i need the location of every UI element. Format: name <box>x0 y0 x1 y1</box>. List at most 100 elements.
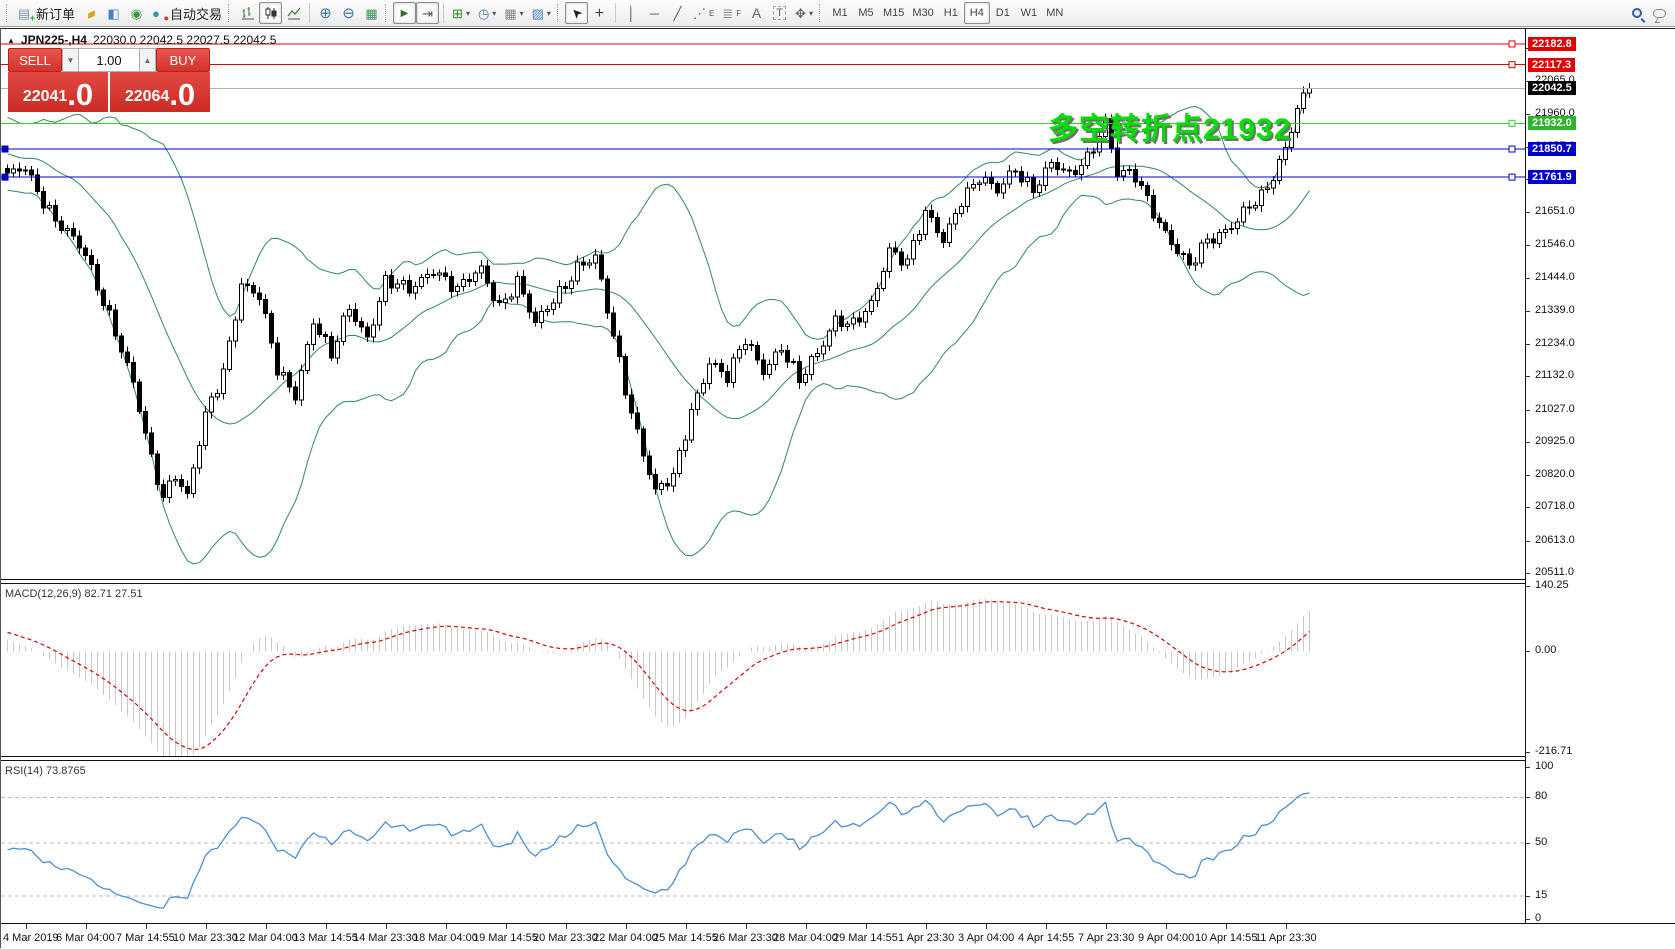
toolbar-grip[interactable] <box>385 4 389 22</box>
panel-splitter[interactable] <box>1 579 1525 584</box>
auto-trading-button[interactable]: ● ● 自动交易 <box>152 5 223 23</box>
auto-trading-icon: ● ● <box>152 5 170 23</box>
sell-button[interactable]: SELL <box>8 48 62 72</box>
price-tick-label: 20613.0 <box>1535 534 1575 546</box>
auto-scroll-button[interactable]: ▶ <box>393 2 417 24</box>
fibonacci-button[interactable]: ≣ F <box>722 5 742 21</box>
volume-increase-button[interactable]: ▲ <box>139 48 156 72</box>
indicators-dropdown[interactable]: ▨ ▾ <box>528 2 555 24</box>
channel-button[interactable]: ⋰ E <box>692 5 715 21</box>
new-chart-dropdown[interactable]: ⊞ ▾ <box>448 2 474 24</box>
macd-axis-tick <box>1526 586 1530 587</box>
level-handle <box>1508 145 1516 153</box>
level-handle <box>1508 119 1516 127</box>
crosshair-icon: + <box>594 4 605 22</box>
price-tag: 22182.8 <box>1528 37 1576 51</box>
time-tick <box>925 924 927 929</box>
timeframe-button-m15[interactable]: M15 <box>883 7 905 19</box>
macd-axis-tick <box>1526 651 1530 652</box>
time-tick <box>1165 924 1167 929</box>
chevron-down-icon: ▾ <box>519 8 524 18</box>
chart-shift-icon: ⇥ <box>422 5 433 21</box>
time-tick <box>265 924 267 929</box>
candlestick-chart-button[interactable] <box>259 2 283 24</box>
price-tick-label: 20511.0 <box>1535 566 1574 578</box>
panel-splitter[interactable] <box>1 756 1525 761</box>
level-handle <box>1 145 9 153</box>
eraser-button[interactable]: ▰ <box>79 2 102 24</box>
signals-button[interactable]: ◉ <box>125 2 148 24</box>
time-tick <box>325 924 327 929</box>
timeframe-button-mn[interactable]: MN <box>1046 7 1064 19</box>
tile-windows-button[interactable]: ▦ <box>360 2 383 24</box>
time-label: 25 Mar 14:55 <box>653 932 718 944</box>
new-order-button[interactable]: ▤ + 新订单 <box>18 5 76 23</box>
timeframe-button-m30[interactable]: M30 <box>912 7 934 19</box>
profiles-dropdown[interactable]: ◷ ▾ <box>474 2 500 24</box>
line-chart-button[interactable] <box>282 2 305 24</box>
timeframe-button-d1[interactable]: D1 <box>995 7 1010 19</box>
bar-chart-button[interactable] <box>236 2 259 24</box>
chevron-down-icon: ▾ <box>465 8 470 18</box>
macd-panel[interactable] <box>1 584 1525 756</box>
annotation-text[interactable]: 多空转折点21932 <box>1048 113 1292 146</box>
timeframe-button-m1[interactable]: M1 <box>832 7 848 19</box>
collapse-icon[interactable]: ▲ <box>7 35 15 45</box>
rsi-axis-tick <box>1526 843 1530 844</box>
cursor-icon: ➤ <box>567 3 586 23</box>
tile-windows-icon: ▦ <box>365 5 378 21</box>
timeframe-button-w1[interactable]: W1 <box>1020 7 1038 19</box>
zoom-out-icon: ⊖ <box>342 4 355 22</box>
time-tick <box>205 924 207 929</box>
search-button[interactable] <box>1625 2 1648 24</box>
price-axis[interactable]: 22170.022065.021960.021857.021755.021651… <box>1525 29 1675 924</box>
chat-button[interactable] <box>1648 2 1671 24</box>
price-tick <box>1526 114 1530 115</box>
price-tick-label: 21651.0 <box>1535 205 1575 217</box>
price-tick-label: 20820.0 <box>1535 468 1575 480</box>
time-label: 22 Mar 04:00 <box>593 932 658 944</box>
time-tick <box>25 924 27 929</box>
time-tick <box>1105 924 1107 929</box>
macd-axis-tick <box>1526 752 1530 753</box>
timeframe-button-m5[interactable]: M5 <box>858 7 874 19</box>
volume-input[interactable] <box>79 48 139 72</box>
crosshair-button[interactable]: + <box>588 2 611 24</box>
toolbar-grip[interactable] <box>556 4 561 22</box>
toolbar-grip[interactable] <box>6 4 10 22</box>
cursor-button[interactable]: ➤ <box>564 2 588 24</box>
time-label: 4 Mar 2019 <box>3 932 59 944</box>
zoom-in-button[interactable]: ⊕ <box>314 2 337 24</box>
time-label: 29 Mar 14:55 <box>833 932 898 944</box>
time-tick <box>745 924 747 929</box>
vertical-line-button[interactable]: │ <box>620 2 643 24</box>
chart-window: ▲ JPN225-,H4 22030.0 22042.5 22027.5 220… <box>0 28 1675 949</box>
time-label: 7 Apr 23:30 <box>1078 932 1135 944</box>
time-label: 1 Apr 23:30 <box>898 932 955 944</box>
time-axis[interactable]: 4 Mar 2019 6 Mar 04:00 7 Mar 14:55 10 Mar 2… <box>1 923 1675 949</box>
volume-decrease-button[interactable]: ▼ <box>62 48 79 72</box>
rsi-line <box>7 792 1310 909</box>
time-label: 4 Apr 14:55 <box>1018 932 1075 944</box>
timeframe-button-h4[interactable]: H4 <box>963 2 990 24</box>
zoom-out-button[interactable]: ⊖ <box>337 2 360 24</box>
rsi-panel[interactable] <box>1 761 1525 923</box>
chart-shift-button[interactable]: ⇥ <box>416 2 440 24</box>
toolbar-grip[interactable] <box>228 4 232 22</box>
text-button[interactable]: A <box>751 4 762 21</box>
buy-button[interactable]: BUY <box>156 48 210 72</box>
horizontal-line-button[interactable]: ─ <box>643 2 666 24</box>
eraser-icon: ▰ <box>82 4 99 22</box>
price-tick <box>1526 475 1530 476</box>
toolbar-grip[interactable] <box>819 4 823 22</box>
timeframe-button-h1[interactable]: H1 <box>943 7 958 19</box>
market-depth-button[interactable]: ◧ <box>102 2 125 24</box>
text-label-button[interactable]: T <box>768 2 791 24</box>
main-chart[interactable] <box>1 29 1525 579</box>
templates-dropdown[interactable]: ▦ ▾ <box>500 2 527 24</box>
time-label: 10 Mar 23:30 <box>173 932 238 944</box>
trendline-button[interactable]: ╱ <box>666 2 689 24</box>
level-handle <box>1508 173 1516 181</box>
arrows-dropdown[interactable]: ✥ ▾ <box>791 2 817 24</box>
time-label: 18 Mar 04:00 <box>413 932 478 944</box>
